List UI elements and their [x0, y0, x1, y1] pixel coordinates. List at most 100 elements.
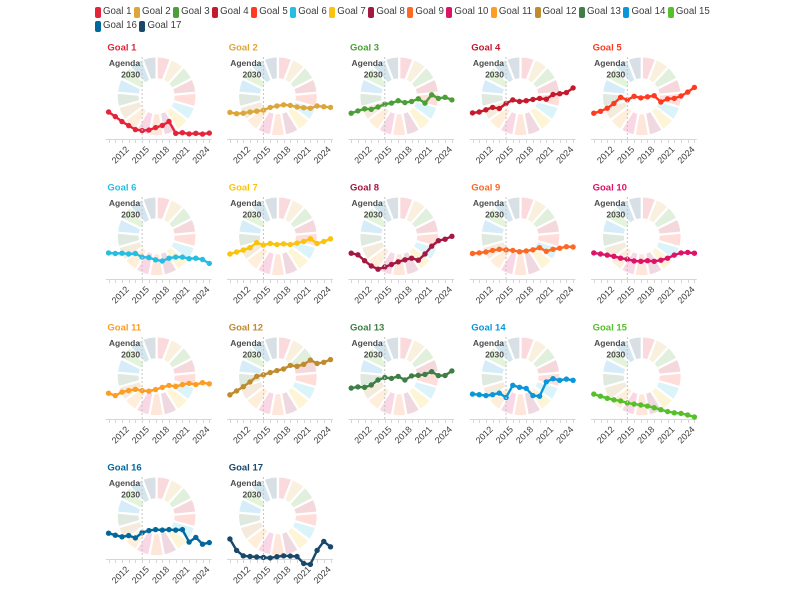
- data-point-marker[interactable]: [624, 97, 630, 103]
- data-point-marker[interactable]: [126, 387, 132, 394]
- data-point-marker[interactable]: [617, 94, 624, 101]
- data-point-marker[interactable]: [671, 95, 677, 102]
- data-point-marker[interactable]: [604, 252, 610, 258]
- legend-item-goal-7[interactable]: Goal 7: [329, 5, 366, 19]
- data-point-marker[interactable]: [415, 257, 421, 263]
- data-point-marker[interactable]: [112, 250, 119, 257]
- data-point-marker[interactable]: [530, 96, 536, 103]
- data-point-marker[interactable]: [132, 535, 139, 541]
- data-point-marker[interactable]: [503, 100, 509, 107]
- data-point-marker[interactable]: [563, 376, 570, 382]
- data-point-marker[interactable]: [274, 367, 280, 374]
- data-point-marker[interactable]: [193, 130, 199, 136]
- data-point-marker[interactable]: [267, 369, 273, 376]
- data-point-marker[interactable]: [105, 109, 112, 115]
- data-point-marker[interactable]: [408, 255, 415, 261]
- data-point-marker[interactable]: [442, 236, 448, 242]
- data-point-marker[interactable]: [402, 99, 408, 106]
- data-point-marker[interactable]: [651, 405, 657, 411]
- data-point-marker[interactable]: [510, 97, 516, 103]
- data-point-marker[interactable]: [159, 384, 165, 391]
- data-point-marker[interactable]: [402, 377, 408, 383]
- data-point-marker[interactable]: [543, 379, 549, 385]
- data-point-marker[interactable]: [186, 539, 192, 545]
- data-point-marker[interactable]: [375, 377, 381, 383]
- data-point-marker[interactable]: [254, 108, 260, 114]
- data-point-marker[interactable]: [557, 91, 563, 97]
- data-point-marker[interactable]: [280, 241, 287, 247]
- data-point-marker[interactable]: [678, 93, 684, 99]
- data-point-marker[interactable]: [361, 384, 368, 390]
- data-point-marker[interactable]: [523, 98, 529, 104]
- data-point-marker[interactable]: [638, 95, 644, 101]
- data-point-marker[interactable]: [678, 250, 684, 256]
- data-point-marker[interactable]: [510, 382, 516, 388]
- data-point-marker[interactable]: [152, 386, 159, 393]
- data-point-marker[interactable]: [530, 392, 536, 399]
- data-point-marker[interactable]: [307, 357, 314, 363]
- legend-item-goal-6[interactable]: Goal 6: [290, 5, 327, 19]
- data-point-marker[interactable]: [368, 263, 374, 269]
- data-point-marker[interactable]: [119, 118, 125, 125]
- data-point-marker[interactable]: [327, 544, 334, 550]
- data-point-marker[interactable]: [658, 257, 664, 263]
- data-point-marker[interactable]: [327, 236, 334, 242]
- data-point-marker[interactable]: [267, 104, 273, 111]
- data-point-marker[interactable]: [536, 393, 543, 399]
- legend-item-goal-5[interactable]: Goal 5: [251, 5, 288, 19]
- data-point-marker[interactable]: [375, 104, 381, 110]
- legend-item-goal-8[interactable]: Goal 8: [368, 5, 405, 19]
- data-point-marker[interactable]: [166, 382, 172, 389]
- data-point-marker[interactable]: [112, 532, 119, 538]
- data-point-marker[interactable]: [132, 386, 139, 392]
- data-point-marker[interactable]: [570, 85, 576, 91]
- data-point-marker[interactable]: [314, 547, 320, 554]
- data-point-marker[interactable]: [644, 258, 651, 264]
- data-point-marker[interactable]: [247, 245, 253, 251]
- data-point-marker[interactable]: [287, 362, 293, 369]
- data-point-marker[interactable]: [530, 247, 536, 253]
- legend-item-goal-14[interactable]: Goal 14: [623, 5, 665, 19]
- data-point-marker[interactable]: [159, 122, 165, 129]
- data-point-marker[interactable]: [348, 250, 354, 256]
- data-point-marker[interactable]: [247, 109, 253, 115]
- data-point-marker[interactable]: [274, 241, 280, 248]
- data-point-marker[interactable]: [193, 381, 199, 388]
- data-point-marker[interactable]: [496, 390, 502, 396]
- data-point-marker[interactable]: [658, 407, 664, 413]
- data-point-marker[interactable]: [179, 254, 186, 260]
- data-point-marker[interactable]: [294, 363, 300, 369]
- data-point-marker[interactable]: [307, 236, 314, 242]
- data-point-marker[interactable]: [550, 91, 556, 98]
- data-point-marker[interactable]: [314, 240, 320, 247]
- data-point-marker[interactable]: [496, 246, 502, 252]
- data-point-marker[interactable]: [496, 105, 502, 112]
- data-point-marker[interactable]: [516, 98, 523, 105]
- data-point-marker[interactable]: [388, 375, 395, 382]
- data-point-marker[interactable]: [287, 102, 293, 109]
- data-point-marker[interactable]: [280, 366, 287, 372]
- data-point-marker[interactable]: [691, 250, 698, 256]
- data-point-marker[interactable]: [294, 104, 300, 110]
- data-point-marker[interactable]: [651, 93, 657, 99]
- data-point-marker[interactable]: [435, 238, 442, 244]
- data-point-marker[interactable]: [294, 240, 300, 246]
- data-point-marker[interactable]: [644, 403, 651, 409]
- data-point-marker[interactable]: [280, 553, 287, 559]
- data-point-marker[interactable]: [395, 98, 401, 104]
- data-point-marker[interactable]: [173, 130, 179, 136]
- data-point-marker[interactable]: [126, 122, 132, 129]
- data-point-marker[interactable]: [348, 385, 354, 391]
- data-point-marker[interactable]: [186, 256, 192, 262]
- data-point-marker[interactable]: [435, 372, 442, 379]
- data-point-marker[interactable]: [604, 105, 610, 111]
- data-point-marker[interactable]: [570, 244, 576, 250]
- data-point-marker[interactable]: [119, 389, 125, 395]
- data-point-marker[interactable]: [617, 398, 624, 404]
- data-point-marker[interactable]: [644, 94, 651, 100]
- data-point-marker[interactable]: [604, 395, 610, 401]
- data-point-marker[interactable]: [287, 241, 293, 248]
- data-point-marker[interactable]: [691, 414, 698, 420]
- data-point-marker[interactable]: [671, 410, 677, 416]
- data-point-marker[interactable]: [597, 108, 604, 115]
